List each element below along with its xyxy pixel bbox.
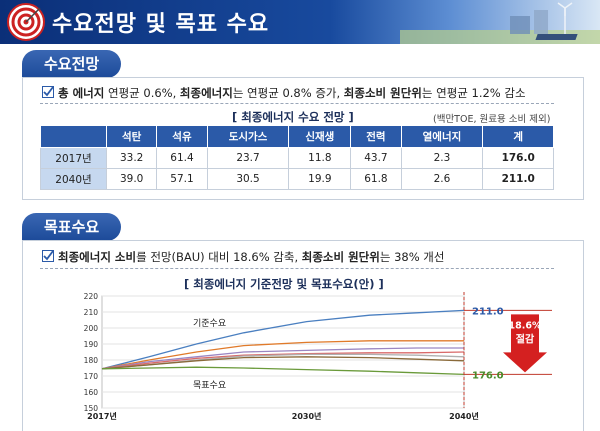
row-year: 2017년: [40, 147, 107, 169]
bullet-bold-3: 최종소비 원단위: [343, 86, 422, 100]
bullet-text-2: 는 연평균 0.8% 증가,: [232, 86, 344, 100]
page-title: 수요전망 및 목표 수요: [52, 12, 270, 37]
series-line-2: [101, 347, 464, 370]
table-row: 2040년 39.0 57.1 30.5 19.9 61.8 2.6 211.0: [40, 168, 554, 190]
table-cell: 61.8: [350, 168, 402, 190]
y-tick-label: 170: [84, 372, 99, 381]
y-tick-label: 150: [84, 404, 99, 413]
table-note: (백만TOE, 원료용 소비 제외): [433, 114, 551, 125]
checkbox-check-icon: [42, 250, 54, 262]
forecast-bullet: 총 에너지 연평균 0.6%, 최종에너지는 연평균 0.8% 증가, 최종소비…: [42, 85, 526, 101]
table-header-cell: 전력: [350, 125, 402, 148]
series-line-1: [101, 340, 464, 370]
series-line-0: [101, 309, 465, 370]
row-year: 2040년: [40, 168, 107, 190]
y-tick-label: 190: [84, 340, 99, 349]
table-header-corner: [40, 125, 107, 148]
bullet-text-3: 는 연평균 1.2% 감소: [421, 86, 526, 100]
table-cell-total: 176.0: [482, 147, 554, 169]
target-icon: [7, 3, 45, 41]
tab-target: 목표수요: [22, 213, 122, 241]
table-cell: 57.1: [156, 168, 208, 190]
landscape-decoration-icon: [400, 2, 600, 44]
table-cell: 11.8: [288, 147, 352, 169]
x-tick-label: 2017년: [87, 411, 117, 421]
table-row: 2017년 33.2 61.4 23.7 11.8 43.7 2.3 176.0: [40, 147, 554, 169]
baseline-end-value: 211.0: [472, 306, 504, 317]
divider: [40, 103, 554, 104]
y-tick-label: 200: [84, 324, 99, 333]
table-header-row: 석탄 석유 도시가스 신재생 전력 열에너지 계: [40, 125, 554, 148]
table-cell: 30.5: [206, 168, 290, 190]
page-header: 수요전망 및 목표 수요: [0, 0, 600, 44]
bullet-text-1: 연평균 0.6%,: [104, 86, 180, 100]
x-tick-label: 2030년: [292, 411, 322, 421]
series-label-target: 목표수요: [193, 380, 226, 391]
bullet-bold-1: 최종에너지 소비: [58, 250, 137, 264]
series-line-6: [101, 366, 465, 376]
table-cell: 43.7: [350, 147, 402, 169]
target-bullet: 최종에너지 소비를 전망(BAU) 대비 18.6% 감축, 최종소비 원단위는…: [42, 249, 444, 265]
x-tick-label: 2040년: [449, 411, 479, 421]
table-header-cell: 신재생: [288, 125, 352, 148]
y-tick-label: 220: [84, 292, 99, 301]
reduction-word: 절감: [516, 332, 535, 345]
checkbox-check-icon: [42, 86, 54, 98]
table-cell: 19.9: [288, 168, 352, 190]
series-line-3: [101, 351, 465, 370]
target-end-value: 176.0: [472, 370, 504, 381]
tab-forecast: 수요전망: [22, 50, 122, 78]
table-header-cell: 석유: [156, 125, 208, 148]
bullet-bold-1: 총 에너지: [58, 86, 105, 100]
plot-area: [101, 295, 465, 409]
y-tick-label: 210: [84, 308, 99, 317]
table-cell-total: 211.0: [482, 168, 554, 190]
table-header-cell: 열에너지: [400, 125, 484, 148]
energy-forecast-table: 석탄 석유 도시가스 신재생 전력 열에너지 계 2017년 33.2 61.4…: [40, 125, 554, 190]
reduction-arrow-icon: [503, 314, 547, 373]
divider: [40, 268, 554, 269]
chart-title: [ 최종에너지 기준전망 및 목표수요(안) ]: [184, 277, 384, 291]
bullet-text-1: 를 전망(BAU) 대비 18.6% 감축,: [136, 250, 302, 264]
y-tick-label: 160: [84, 388, 99, 397]
table-cell: 23.7: [206, 147, 290, 169]
bullet-text-2: 는 38% 개선: [379, 250, 445, 264]
table-cell: 61.4: [156, 147, 208, 169]
table-cell: 39.0: [105, 168, 158, 190]
series-label-baseline: 기준수요: [193, 318, 226, 329]
bullet-bold-2: 최종에너지: [179, 86, 233, 100]
bullet-bold-2: 최종소비 원단위: [301, 250, 380, 264]
series-line-5: [101, 356, 465, 370]
reduction-percent: 18.6%: [509, 320, 542, 331]
y-tick-label: 180: [84, 356, 99, 365]
table-title: [ 최종에너지 수요 전망 ]: [232, 110, 354, 124]
table-cell: 2.6: [400, 168, 484, 190]
table-header-cell: 계: [482, 125, 554, 148]
